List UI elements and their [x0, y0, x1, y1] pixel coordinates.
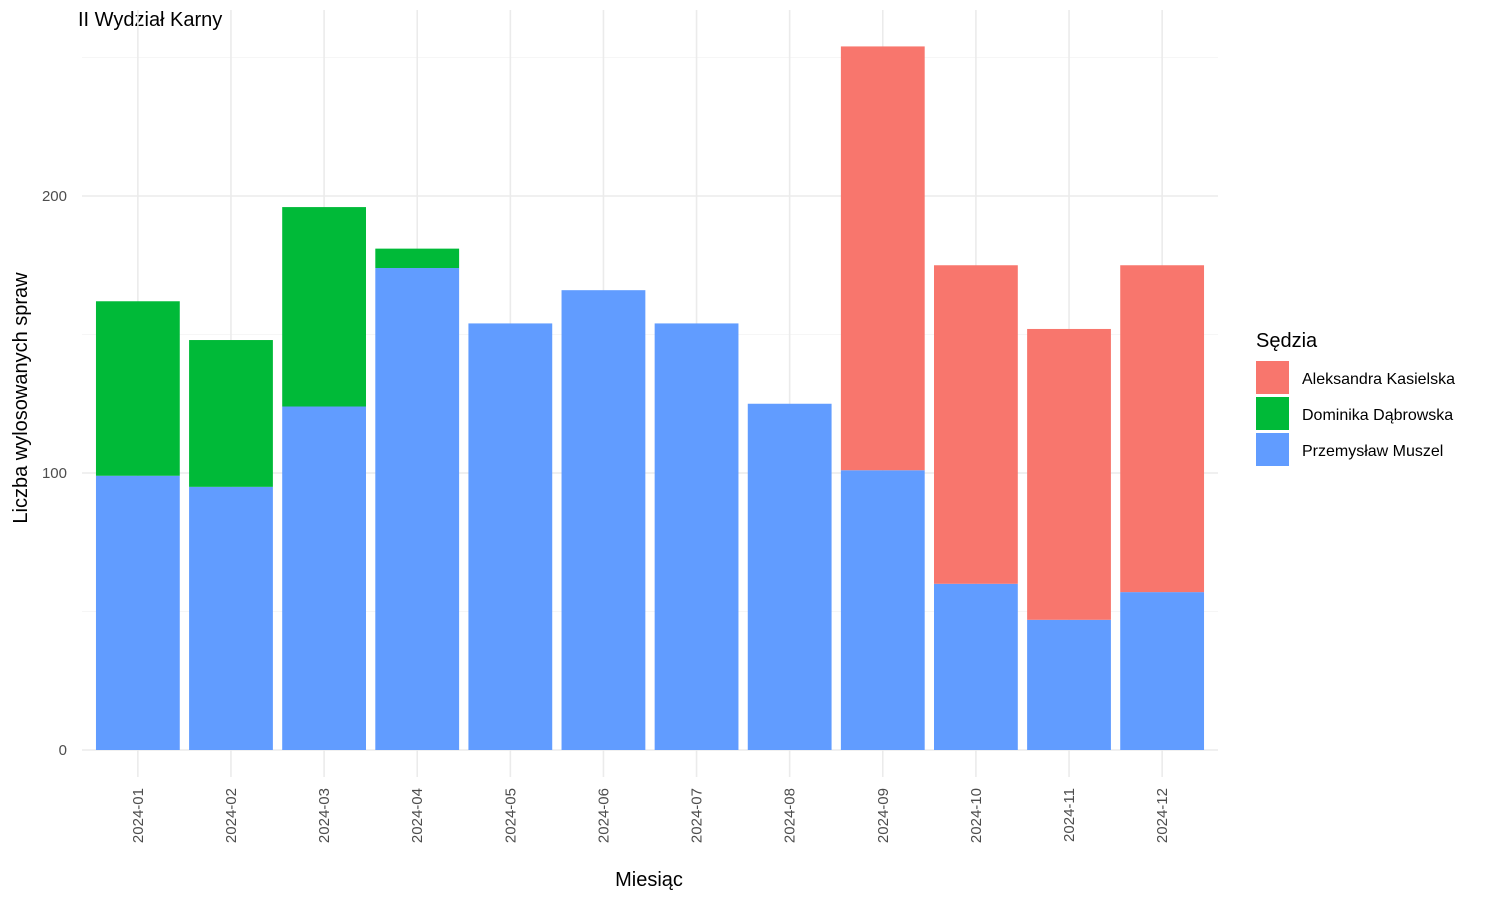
x-tick-label: 2024-01: [130, 788, 147, 843]
x-tick-label: 2024-11: [1061, 788, 1078, 842]
x-tick-label: 2024-04: [409, 788, 426, 843]
x-tick-label: 2024-05: [502, 788, 519, 843]
bar-segment: [95, 301, 180, 476]
bar-segment: [934, 265, 1018, 584]
legend-label: Aleksandra Kasielska: [1302, 371, 1455, 388]
x-tick-label: 2024-12: [1154, 788, 1171, 843]
bar-segment: [375, 248, 460, 269]
bar-segment: [1027, 328, 1111, 620]
y-tick-label: 100: [42, 465, 67, 482]
legend-title: Sędzia: [1256, 330, 1318, 352]
y-axis-title: Liczba wylosowanych spraw: [10, 272, 32, 524]
legend-swatch: [1256, 361, 1289, 394]
bar-segment: [189, 486, 273, 750]
x-axis-title: Miesiąc: [615, 869, 683, 891]
bar-segment: [747, 403, 832, 750]
bar-segment: [95, 475, 180, 750]
bar-segment: [1120, 265, 1205, 593]
x-tick-label: 2024-06: [595, 788, 612, 843]
x-tick-label: 2024-10: [968, 788, 985, 843]
bar-segment: [934, 583, 1018, 750]
bar-segment: [468, 323, 553, 750]
bar-segment: [375, 268, 460, 750]
legend-label: Dominika Dąbrowska: [1302, 407, 1453, 424]
legend: Sędzia Aleksandra Kasielska Dominika Dąbr…: [1256, 330, 1455, 466]
bar-segment: [189, 340, 273, 487]
bar-segment: [282, 406, 366, 750]
x-tick-label: 2024-08: [782, 788, 799, 843]
x-tick-label: 2024-02: [223, 788, 240, 843]
bar-segment: [561, 290, 646, 750]
y-tick-label: 0: [59, 742, 67, 759]
y-tick-label: 200: [42, 188, 67, 205]
x-axis-ticks: 2024-01 2024-02 2024-03 2024-04 2024-05 2024-…: [130, 788, 1171, 843]
legend-swatch: [1256, 433, 1289, 466]
legend-swatch: [1256, 397, 1289, 430]
x-tick-label: 2024-03: [316, 788, 333, 843]
bar-segment: [1120, 592, 1205, 750]
x-tick-label: 2024-09: [875, 788, 892, 843]
y-axis-ticks: 0 100 200: [42, 188, 67, 759]
bar-segment: [654, 323, 739, 750]
bar-segment: [1027, 619, 1111, 750]
bars: [95, 46, 1205, 750]
bar-segment: [282, 207, 366, 407]
x-tick-label: 2024-07: [689, 788, 706, 843]
legend-label: Przemysław Muszel: [1302, 443, 1443, 460]
bar-segment: [840, 470, 925, 750]
bar-segment: [840, 46, 925, 471]
chart-title: II Wydział Karny: [78, 9, 222, 31]
